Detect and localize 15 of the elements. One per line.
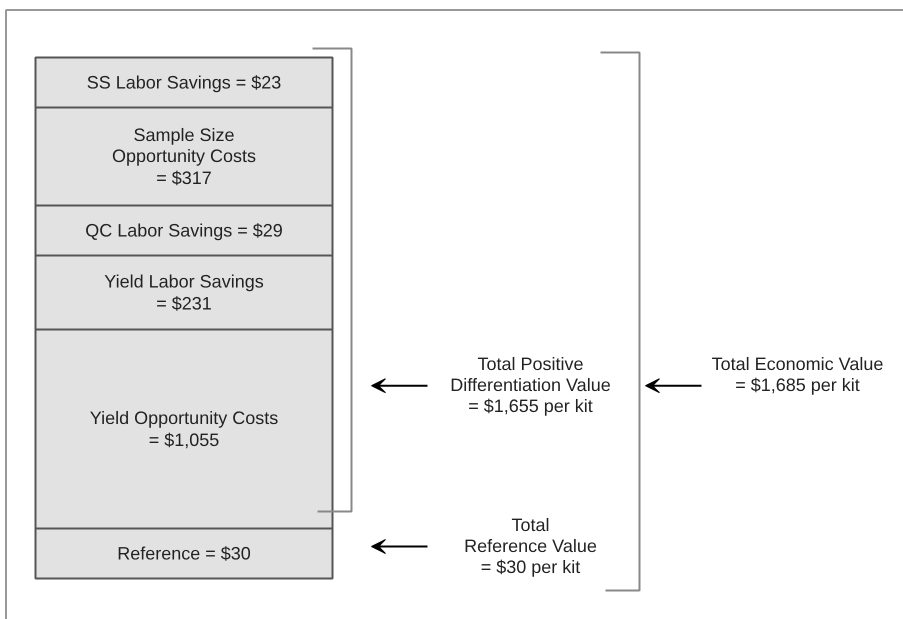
data-label: = $317	[156, 168, 212, 188]
category-label: SS Labor Savings	[86, 72, 231, 92]
category-label: Yield Labor Savings	[104, 272, 264, 292]
category-label: Sample Size Opportunity Costs	[112, 125, 256, 166]
data-label: = $1,055	[148, 430, 220, 450]
data-label: = $30	[205, 544, 251, 564]
data-label: = $23	[236, 72, 282, 92]
category-label: Yield Opportunity Costs	[90, 408, 278, 428]
category-label: QC Labor Savings	[85, 220, 232, 240]
category-label: Reference	[117, 544, 200, 564]
data-label: = $29	[237, 220, 283, 240]
text: Total Reference Value = $30 per kit	[464, 514, 597, 577]
text: Total Economic Value = $1,685 per kit	[712, 354, 884, 396]
text: Total Positive Differentiation Value = $1,655 per kit	[450, 354, 611, 416]
data-label: = $231	[156, 293, 212, 314]
